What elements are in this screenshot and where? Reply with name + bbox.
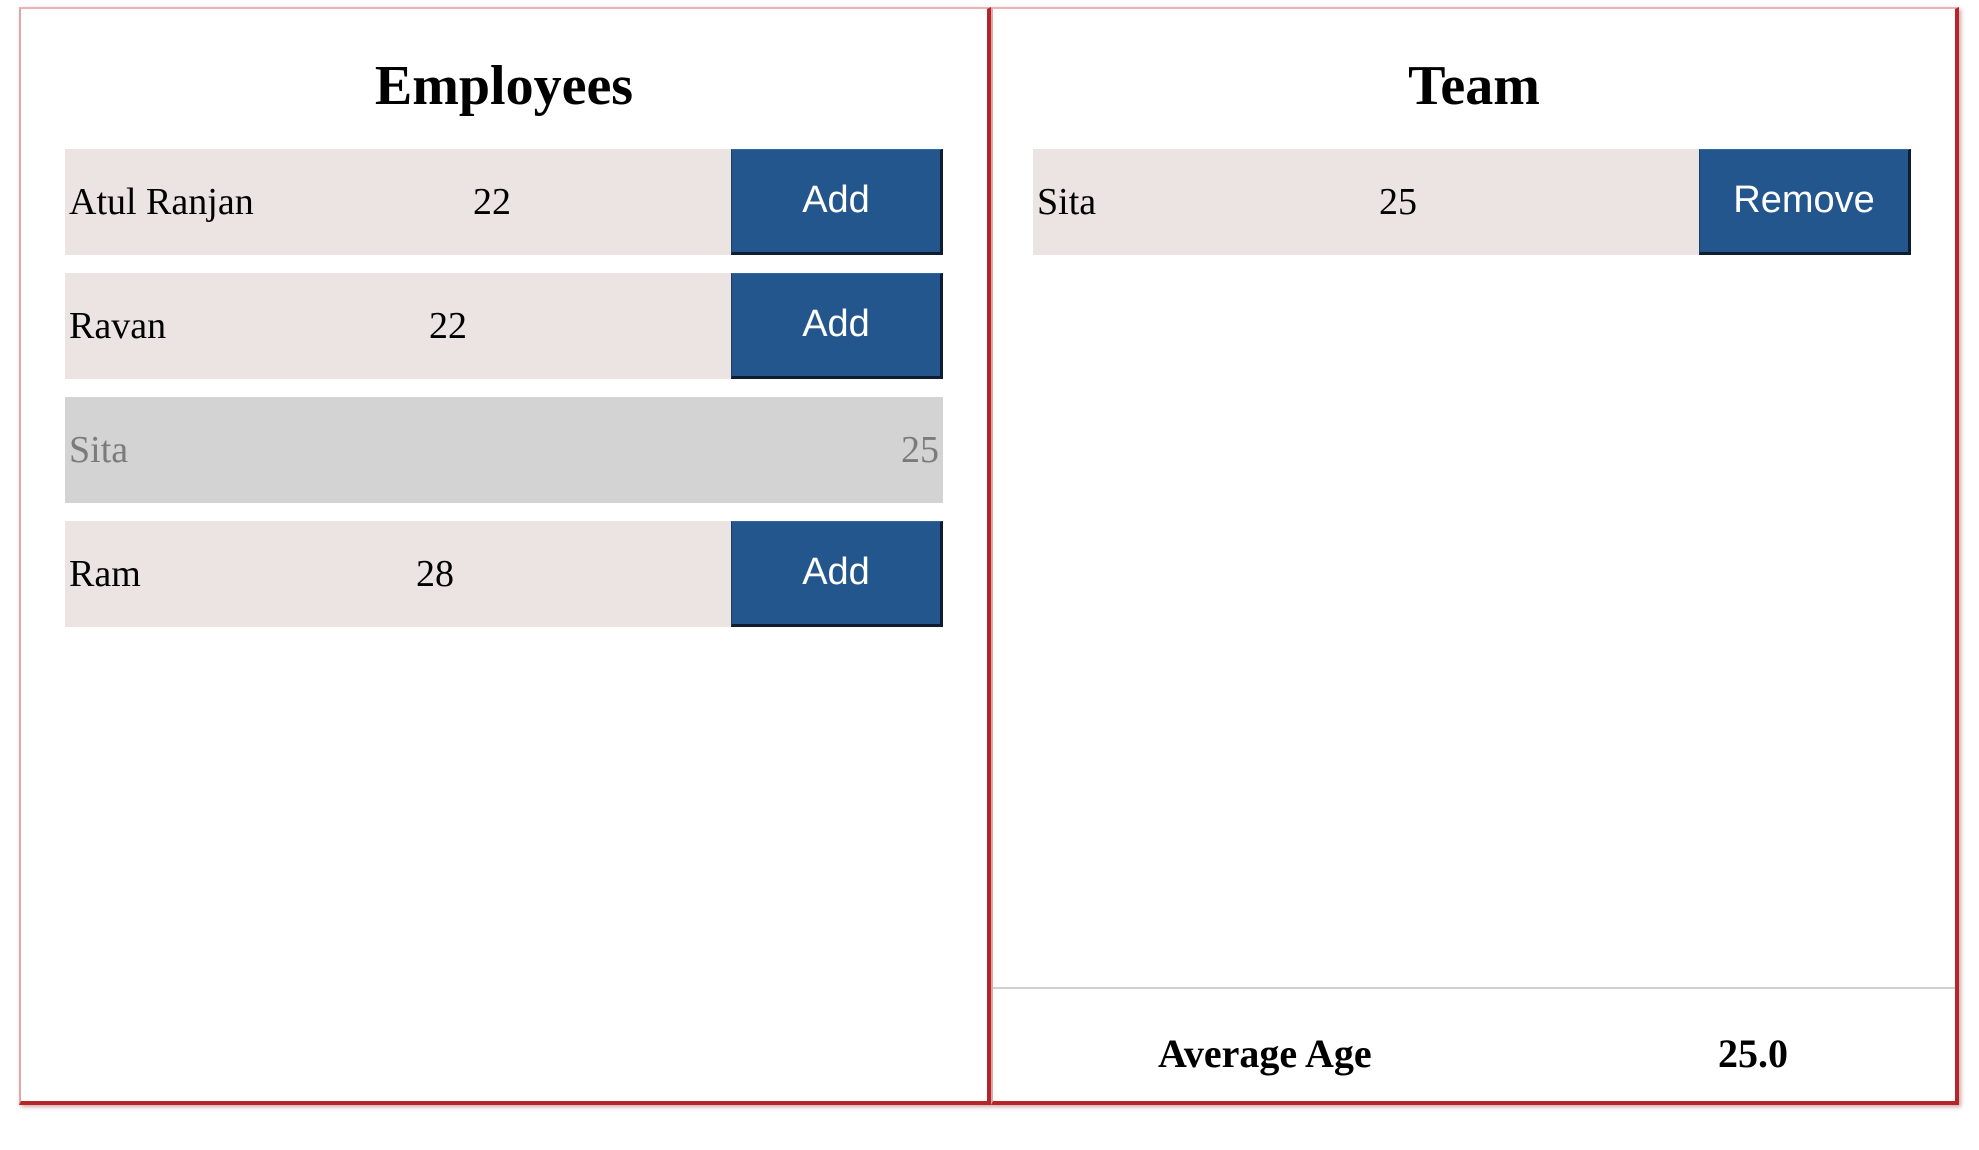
average-age-label: Average Age [1158,1031,1372,1076]
employee-age: 28 [416,553,454,595]
employee-row-ram: Ram 28 Add [65,521,943,627]
remove-button-sita[interactable]: Remove [1699,149,1911,255]
employee-name: Ram [69,553,141,595]
employee-name: Ravan [69,305,167,347]
employees-panel: Employees Atul Ranjan 22 Add Ravan 22 Ad… [19,7,991,1105]
employee-name: Atul Ranjan [69,181,254,223]
employee-row-sita-disabled: Sita 25 [65,397,943,503]
team-member-age: 25 [1379,181,1417,223]
team-list: Sita 25 Remove [1033,149,1911,273]
app-frame: Employees Atul Ranjan 22 Add Ravan 22 Ad… [19,7,1959,1105]
team-member-name: Sita [1037,181,1097,223]
team-title: Team [1408,55,1540,117]
add-button-ram[interactable]: Add [731,521,943,627]
employee-name: Sita [69,429,129,471]
employee-row-ravan: Ravan 22 Add [65,273,943,379]
employee-age: 22 [429,305,467,347]
employee-age: 25 [901,429,939,471]
employee-row-atul-ranjan: Atul Ranjan 22 Add [65,149,943,255]
add-button-ravan[interactable]: Add [731,273,943,379]
average-age-value: 25.0 [1718,1031,1788,1076]
team-row-sita: Sita 25 Remove [1033,149,1911,255]
employees-list: Atul Ranjan 22 Add Ravan 22 Add Sita 25 … [65,149,943,645]
footer-divider [993,987,1955,989]
add-button-atul-ranjan[interactable]: Add [731,149,943,255]
employee-age: 22 [473,181,511,223]
employees-title: Employees [374,55,634,117]
team-panel: Team Sita 25 Remove Average Age 25.0 [991,7,1959,1105]
